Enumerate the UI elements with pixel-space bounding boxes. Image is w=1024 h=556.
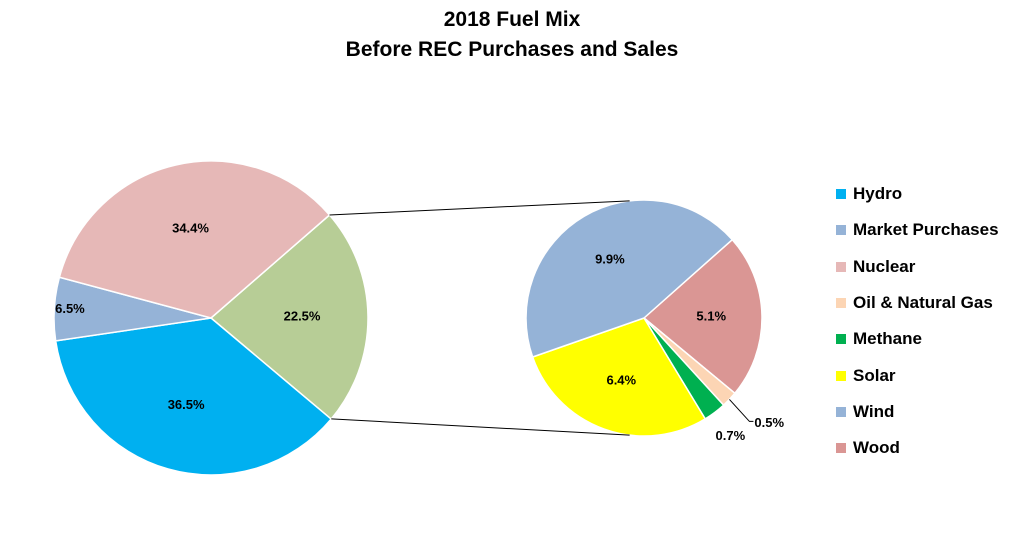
legend-label: Methane bbox=[853, 329, 922, 349]
legend-swatch bbox=[836, 225, 846, 236]
connector-line-bottom bbox=[331, 418, 630, 436]
legend: Hydro Market Purchases Nuclear Oil & Natura… bbox=[836, 176, 999, 466]
legend-label: Market Purchases bbox=[853, 220, 999, 240]
secondary-pie-data-label: 0.7% bbox=[716, 428, 746, 443]
secondary-pie-slice-solar bbox=[531, 317, 707, 437]
chart-title: 2018 Fuel Mix bbox=[443, 8, 581, 31]
connector-line-top bbox=[329, 200, 630, 216]
legend-label: Solar bbox=[853, 365, 896, 385]
legend-label: Hydro bbox=[853, 184, 903, 204]
main-pie-data-label: 36.5% bbox=[168, 397, 205, 412]
main-pie-data-label: 34.4% bbox=[172, 221, 209, 236]
legend-item: Methane bbox=[836, 321, 999, 357]
secondary-pie-data-label: 5.1% bbox=[696, 308, 726, 323]
main-pie-slice-other bbox=[209, 213, 369, 421]
legend-swatch bbox=[836, 443, 846, 454]
secondary-pie-data-label: 0.5% bbox=[754, 415, 784, 430]
legend-label: Oil & Natural Gas bbox=[853, 293, 993, 313]
legend-swatch bbox=[836, 334, 846, 345]
legend-label: Wood bbox=[853, 438, 900, 458]
legend-item: Wind bbox=[836, 394, 999, 430]
legend-label: Nuclear bbox=[853, 256, 916, 276]
legend-item: Wood bbox=[836, 430, 999, 466]
leader-line bbox=[729, 399, 754, 422]
secondary-pie-slice-wood bbox=[642, 238, 763, 395]
legend-label: Wind bbox=[853, 401, 895, 421]
legend-swatch bbox=[836, 261, 846, 272]
legend-item: Hydro bbox=[836, 176, 999, 212]
main-pie-slice-nuclear bbox=[58, 160, 331, 319]
legend-swatch bbox=[836, 189, 846, 200]
legend-item: Market Purchases bbox=[836, 212, 999, 248]
legend-swatch bbox=[836, 370, 846, 381]
legend-swatch bbox=[836, 406, 846, 417]
secondary-pie-slice-wind bbox=[525, 199, 734, 358]
secondary-pie-data-label: 6.4% bbox=[606, 373, 636, 388]
legend-swatch bbox=[836, 298, 846, 309]
legend-item: Nuclear bbox=[836, 249, 999, 285]
secondary-pie-data-label: 9.9% bbox=[595, 251, 625, 266]
main-pie-slice-hydro bbox=[54, 317, 333, 476]
main-pie-data-label: 22.5% bbox=[284, 309, 321, 324]
legend-item: Solar bbox=[836, 357, 999, 393]
chart-subtitle: Before REC Purchases and Sales bbox=[345, 38, 679, 61]
main-pie-data-label: 6.5% bbox=[55, 301, 85, 316]
legend-item: Oil & Natural Gas bbox=[836, 285, 999, 321]
